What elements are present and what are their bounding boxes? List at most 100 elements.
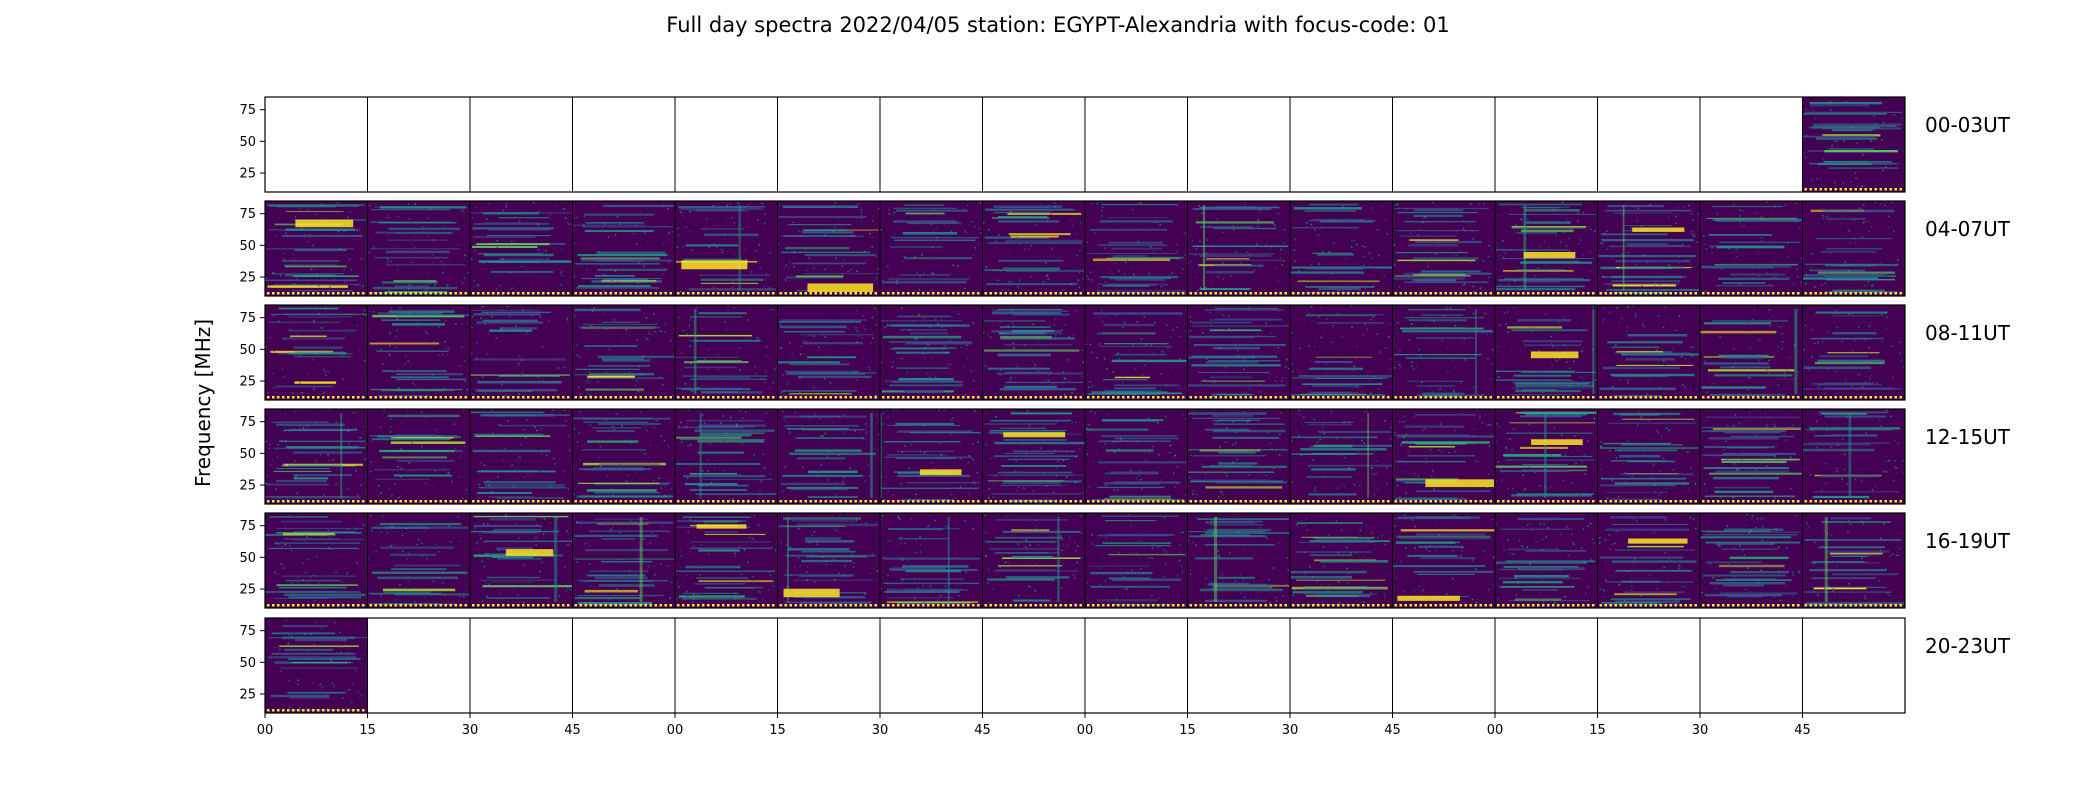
emission-line (688, 288, 777, 291)
calibration-dot (989, 396, 992, 399)
noise-speck (613, 319, 615, 321)
calibration-dot (824, 500, 827, 503)
calibration-dot (1189, 500, 1192, 503)
noise-speck (1861, 185, 1863, 188)
noise-speck (1097, 287, 1100, 289)
noise-speck (1835, 310, 1837, 313)
noise-speck (400, 467, 402, 470)
noise-speck (1503, 234, 1506, 237)
noise-speck (466, 388, 468, 391)
calibration-dot (762, 396, 765, 399)
calibration-dot (1752, 500, 1755, 503)
noise-speck (471, 216, 473, 219)
noise-speck (314, 213, 317, 215)
noise-speck (1566, 346, 1569, 349)
emission-line (1704, 495, 1796, 498)
emission-line (1394, 275, 1471, 277)
calibration-dot (429, 500, 432, 503)
noise-speck (1071, 471, 1073, 473)
noise-speck (501, 258, 504, 260)
noise-speck (1586, 329, 1589, 331)
noise-speck (1371, 467, 1374, 469)
calibration-dot (1484, 500, 1487, 503)
noise-speck (436, 376, 438, 379)
noise-speck (1632, 305, 1635, 308)
calibration-dot (1157, 292, 1160, 295)
emission-line (268, 321, 340, 323)
noise-speck (1693, 305, 1696, 307)
noise-speck (923, 356, 926, 359)
noise-speck (1265, 244, 1267, 246)
calibration-dot (1819, 188, 1822, 191)
noise-speck (1392, 260, 1395, 262)
noise-speck (1735, 463, 1737, 466)
noise-speck (1188, 477, 1191, 479)
calibration-dot (634, 292, 637, 295)
noise-speck (1766, 272, 1768, 274)
noise-speck (545, 227, 548, 229)
noise-speck (1564, 454, 1566, 456)
noise-speck (1293, 239, 1296, 241)
calibration-dot (1107, 396, 1110, 399)
calibration-dot (557, 396, 560, 399)
calibration-dot (824, 396, 827, 399)
emission-line (584, 230, 654, 232)
noise-speck (411, 261, 413, 264)
noise-speck (660, 435, 662, 437)
calibration-dot (1229, 396, 1232, 399)
noise-speck (1555, 234, 1557, 236)
noise-speck (1321, 426, 1324, 428)
emission-line (288, 329, 358, 332)
calibration-dot (527, 500, 530, 503)
noise-speck (539, 316, 542, 318)
noise-speck (1405, 492, 1408, 495)
noise-speck (1280, 430, 1283, 433)
noise-speck (1642, 323, 1644, 326)
calibration-dot (1234, 292, 1237, 295)
noise-speck (332, 276, 335, 278)
noise-speck (432, 386, 435, 388)
panel-background (1802, 97, 1905, 192)
noise-speck (1487, 255, 1490, 258)
noise-speck (1114, 219, 1116, 222)
noise-speck (995, 474, 998, 477)
noise-speck (356, 284, 359, 286)
noise-speck (957, 313, 959, 315)
noise-speck (284, 412, 287, 414)
calibration-dot (1809, 292, 1812, 295)
noise-speck (1539, 382, 1541, 384)
noise-speck (1188, 330, 1190, 333)
noise-speck (926, 498, 929, 501)
calibration-dot (707, 500, 710, 503)
calibration-dot (799, 396, 802, 399)
calibration-dot (1372, 500, 1375, 503)
noise-speck (464, 360, 466, 362)
noise-speck (457, 244, 459, 246)
emission-line (1803, 277, 1879, 280)
noise-speck (364, 314, 367, 317)
calibration-dot (1054, 396, 1057, 399)
noise-speck (830, 382, 832, 385)
calibration-dot (1717, 500, 1720, 503)
noise-speck (1184, 254, 1186, 256)
noise-speck (948, 325, 951, 327)
panel-background (1085, 97, 1188, 192)
noise-speck (1549, 485, 1552, 488)
emission-line (1205, 361, 1259, 364)
noise-speck (385, 217, 387, 219)
emission-line (1627, 334, 1688, 337)
noise-speck (967, 461, 970, 464)
noise-speck (1100, 210, 1103, 212)
calibration-dot (599, 396, 602, 399)
noise-speck (1243, 368, 1245, 371)
noise-speck (1096, 203, 1099, 205)
calibration-dot (292, 396, 295, 399)
noise-speck (1446, 347, 1448, 349)
noise-speck (295, 476, 297, 479)
noise-speck (1078, 210, 1081, 213)
emission-line (893, 207, 958, 209)
calibration-dot (1464, 292, 1467, 295)
emission-line (1305, 267, 1364, 270)
noise-speck (1058, 256, 1060, 259)
calibration-dot (692, 396, 695, 399)
